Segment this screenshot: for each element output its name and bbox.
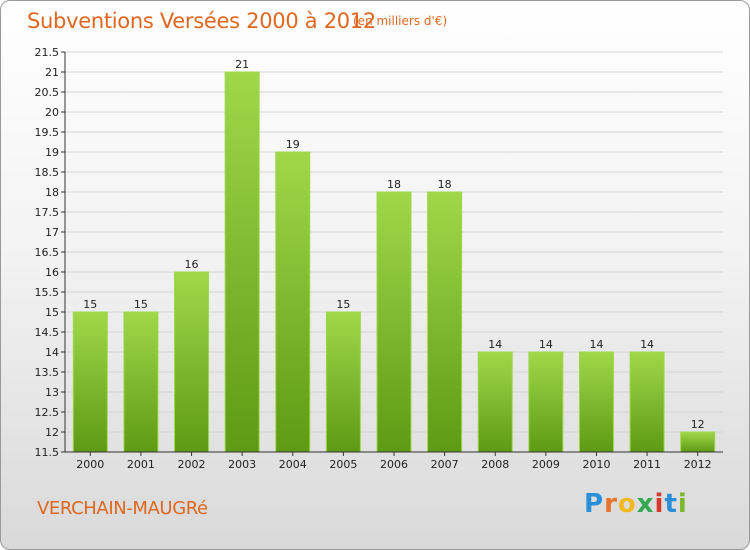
bar-2006 <box>376 191 412 453</box>
x-tick-label: 2011 <box>633 458 661 471</box>
y-tick-label: 15.5 <box>35 286 60 299</box>
x-tick-label: 2005 <box>329 458 357 471</box>
y-tick-label: 20.5 <box>35 86 60 99</box>
bar-2005 <box>325 311 361 453</box>
logo-letter: o <box>617 489 637 519</box>
data-label: 19 <box>286 138 300 151</box>
proxiti-logo[interactable]: Proxiti <box>584 489 688 519</box>
x-tick-label: 2012 <box>684 458 712 471</box>
y-tick-label: 19.5 <box>35 126 60 139</box>
data-label: 14 <box>539 338 553 351</box>
bar-2012 <box>680 431 716 453</box>
bar-2004 <box>275 151 311 453</box>
y-tick-label: 16.5 <box>35 246 60 259</box>
x-tick-label: 2002 <box>178 458 206 471</box>
place-name: VERCHAIN-MAUGRé <box>37 498 208 519</box>
x-tick-label: 2000 <box>76 458 104 471</box>
axes <box>61 51 723 456</box>
data-label: 21 <box>235 58 249 71</box>
bar-2000 <box>72 311 108 453</box>
logo-letter: r <box>604 489 618 519</box>
y-tick-label: 16 <box>45 266 59 279</box>
y-tick-label: 11.5 <box>35 446 60 459</box>
x-tick-label: 2009 <box>532 458 560 471</box>
data-labels: 15 15 16 21 19 15 18 18 14 14 14 14 12 <box>83 58 704 431</box>
data-label: 14 <box>488 338 502 351</box>
data-label: 18 <box>387 178 401 191</box>
x-tick-label: 2010 <box>582 458 610 471</box>
bars <box>72 71 716 453</box>
data-label: 15 <box>83 298 97 311</box>
y-tick-label: 13.5 <box>35 366 60 379</box>
y-tick-label: 12.5 <box>35 406 60 419</box>
y-tick-label: 21 <box>45 66 59 79</box>
data-label: 16 <box>185 258 199 271</box>
x-tick-label: 2003 <box>228 458 256 471</box>
logo-letter: i <box>654 489 665 519</box>
y-tick-label: 12 <box>45 426 59 439</box>
y-tick-label: 21.5 <box>35 46 60 59</box>
bar-2001 <box>123 311 159 453</box>
bar-2002 <box>174 271 210 453</box>
y-tick-label: 19 <box>45 146 59 159</box>
bar-2010 <box>578 351 614 453</box>
bar-2008 <box>477 351 513 453</box>
data-label: 18 <box>438 178 452 191</box>
y-tick-label: 17.5 <box>35 206 60 219</box>
tick-labels: 11.5 12 12.5 13 13.5 14 14.5 15 15.5 16 16.5 17 17.5… <box>35 46 712 471</box>
data-label: 15 <box>134 298 148 311</box>
data-label: 14 <box>589 338 603 351</box>
y-tick-label: 18 <box>45 186 59 199</box>
y-tick-label: 13 <box>45 386 59 399</box>
bar-2007 <box>427 191 463 453</box>
logo-letter: i <box>677 489 688 519</box>
x-tick-label: 2006 <box>380 458 408 471</box>
x-tick-label: 2008 <box>481 458 509 471</box>
data-label: 14 <box>640 338 654 351</box>
data-label: 12 <box>691 418 705 431</box>
y-tick-label: 14 <box>45 346 59 359</box>
y-tick-label: 14.5 <box>35 326 60 339</box>
bar-2003 <box>224 71 260 453</box>
data-label: 15 <box>336 298 350 311</box>
logo-letter: P <box>584 489 605 519</box>
bar-2009 <box>528 351 564 453</box>
x-tick-label: 2004 <box>279 458 307 471</box>
y-tick-label: 17 <box>45 226 59 239</box>
x-tick-label: 2001 <box>127 458 155 471</box>
x-tick-label: 2007 <box>431 458 459 471</box>
logo-letter: t <box>664 489 678 519</box>
chart-title: Subventions Versées 2000 à 2012 <box>27 9 376 33</box>
y-tick-label: 18.5 <box>35 166 60 179</box>
chart-subtitle: (en milliers d'€) <box>353 14 448 28</box>
bar-2011 <box>629 351 665 453</box>
logo-letter: x <box>636 489 655 519</box>
y-tick-label: 20 <box>45 106 59 119</box>
y-tick-label: 15 <box>45 306 59 319</box>
